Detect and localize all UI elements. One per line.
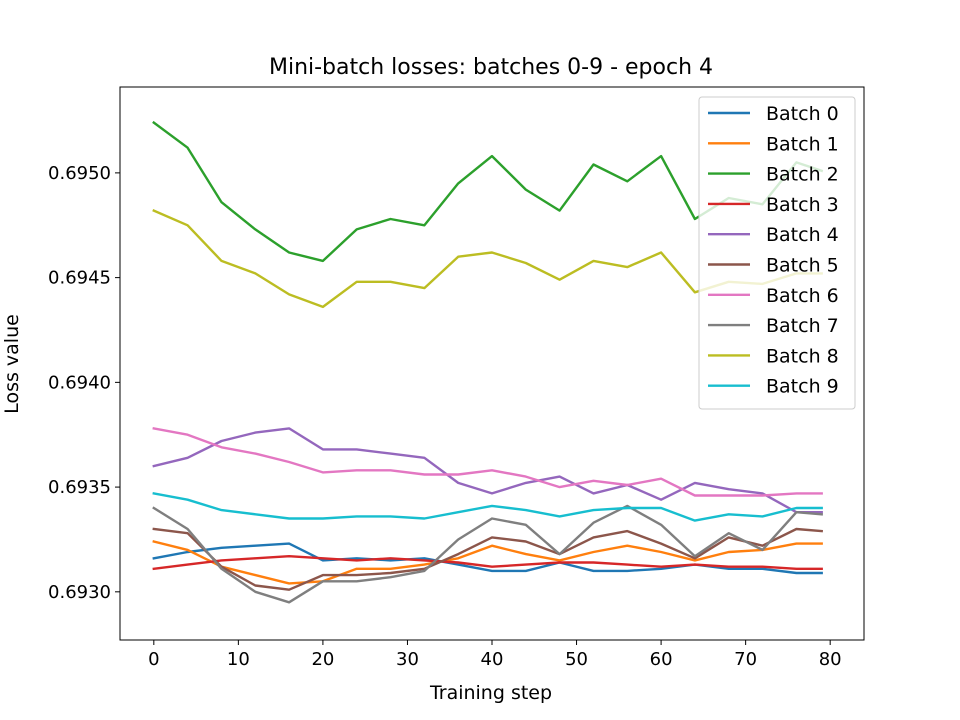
legend-label-batch-5: Batch 5 bbox=[766, 255, 839, 277]
series-line-batch-0 bbox=[152, 542, 823, 575]
series-line-batch-1 bbox=[152, 540, 823, 585]
x-tick-label: 70 bbox=[734, 649, 757, 670]
series-line-batch-4 bbox=[152, 427, 823, 514]
x-tick-label: 40 bbox=[481, 649, 504, 670]
x-tick-label: 30 bbox=[396, 649, 419, 670]
series-line-batch-7 bbox=[152, 504, 823, 604]
legend: Batch 0 Batch 1 Batch 2 Batch 3 Batch 4 Batch… bbox=[698, 96, 856, 410]
series-line-batch-6 bbox=[152, 427, 823, 497]
legend-box bbox=[698, 96, 856, 410]
series-layer bbox=[152, 120, 824, 604]
y-axis-label: Loss value bbox=[1, 314, 23, 414]
legend-label-batch-8: Batch 8 bbox=[766, 345, 839, 367]
y-tick-label: 0.6935 bbox=[48, 477, 111, 498]
axes-layer: 0 10 20 30 40 50 60 70 80 0.6930 0.6935 0.6940 0.694… bbox=[48, 86, 865, 670]
x-tick-label: 80 bbox=[819, 649, 842, 670]
series-line-batch-3 bbox=[152, 555, 823, 571]
legend-label-batch-7: Batch 7 bbox=[766, 315, 839, 337]
x-tick-label: 60 bbox=[650, 649, 673, 670]
series-line-batch-9 bbox=[152, 492, 823, 522]
y-tick-label: 0.6950 bbox=[48, 163, 111, 184]
x-tick-label: 50 bbox=[565, 649, 588, 670]
x-tick-label: 0 bbox=[148, 649, 159, 670]
legend-label-batch-3: Batch 3 bbox=[766, 194, 839, 216]
legend-label-batch-0: Batch 0 bbox=[766, 103, 839, 125]
x-axis-label: Training step bbox=[429, 682, 552, 704]
series-line-batch-5 bbox=[152, 527, 823, 591]
x-tick-label: 20 bbox=[311, 649, 334, 670]
y-tick-label: 0.6940 bbox=[48, 372, 111, 393]
legend-label-batch-9: Batch 9 bbox=[766, 376, 839, 398]
legend-label-batch-6: Batch 6 bbox=[766, 285, 839, 307]
legend-label-batch-2: Batch 2 bbox=[766, 164, 839, 186]
y-tick-label: 0.6945 bbox=[48, 268, 111, 289]
y-tick-label: 0.6930 bbox=[48, 582, 111, 603]
legend-label-batch-1: Batch 1 bbox=[766, 133, 839, 155]
legend-label-batch-4: Batch 4 bbox=[766, 224, 839, 246]
chart-title: Mini-batch losses: batches 0-9 - epoch 4 bbox=[269, 55, 713, 80]
x-tick-label: 10 bbox=[227, 649, 250, 670]
